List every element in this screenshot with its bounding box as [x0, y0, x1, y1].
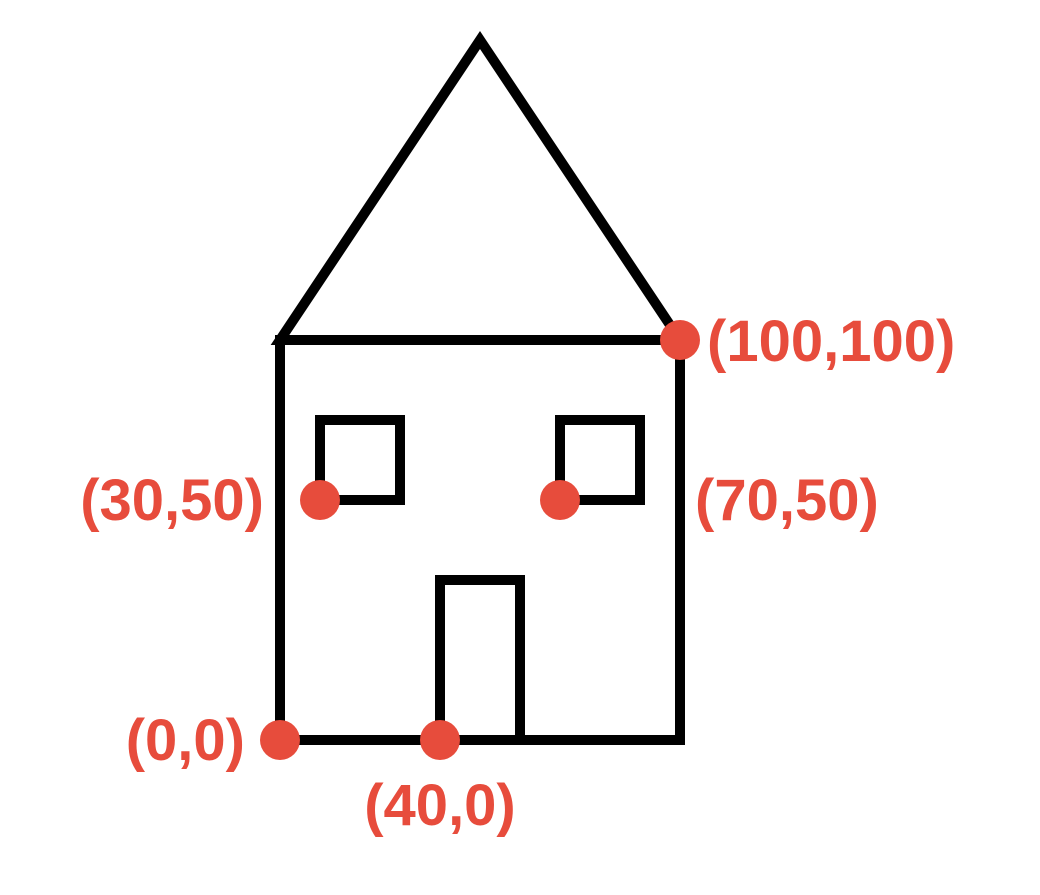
point-right-window: [540, 480, 580, 520]
roof: [270, 30, 690, 345]
house-outline: [270, 30, 690, 745]
point-origin: [260, 720, 300, 760]
door: [435, 575, 525, 745]
point-top-right: [660, 320, 700, 360]
label-door: (40,0): [364, 773, 516, 838]
label-origin: (0,0): [126, 708, 245, 773]
label-right-window: (70,50): [695, 468, 879, 533]
right-window: [555, 415, 645, 505]
label-top-right: (100,100): [707, 309, 955, 374]
coordinate-labels: (0,0) (40,0) (30,50) (70,50) (100,100): [80, 309, 955, 838]
coordinate-points: [260, 320, 700, 760]
left-window: [315, 415, 405, 505]
label-left-window: (30,50): [80, 468, 264, 533]
house-body: [275, 335, 685, 745]
point-door: [420, 720, 460, 760]
point-left-window: [300, 480, 340, 520]
